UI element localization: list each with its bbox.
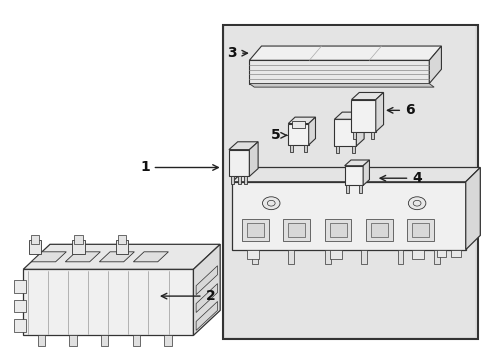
Bar	[324, 219, 351, 241]
Bar	[38, 336, 45, 346]
Polygon shape	[344, 160, 369, 166]
Text: 2: 2	[161, 289, 215, 303]
Polygon shape	[249, 84, 433, 87]
Circle shape	[262, 197, 280, 210]
Polygon shape	[232, 167, 479, 182]
Polygon shape	[334, 112, 364, 119]
Bar	[361, 249, 366, 264]
Bar	[69, 336, 77, 346]
Polygon shape	[133, 252, 168, 262]
Bar	[72, 240, 84, 254]
Bar	[351, 146, 354, 153]
Circle shape	[407, 197, 425, 210]
Text: 6: 6	[386, 103, 414, 117]
Polygon shape	[228, 142, 258, 150]
Bar	[407, 219, 433, 241]
Polygon shape	[228, 150, 249, 176]
Bar	[411, 223, 428, 237]
Polygon shape	[351, 100, 375, 132]
Bar	[304, 145, 306, 152]
Bar	[436, 249, 446, 257]
Polygon shape	[249, 60, 428, 84]
Polygon shape	[196, 284, 217, 312]
Polygon shape	[308, 117, 315, 145]
Polygon shape	[428, 46, 441, 84]
Bar	[132, 336, 140, 346]
Bar	[14, 300, 26, 312]
Bar	[237, 176, 240, 184]
Bar	[244, 176, 246, 184]
Polygon shape	[196, 301, 217, 330]
Bar	[335, 146, 338, 153]
Bar	[287, 249, 293, 264]
Bar	[358, 185, 361, 193]
Bar	[450, 249, 460, 257]
Text: 4: 4	[379, 171, 421, 185]
Bar	[29, 240, 41, 254]
Bar	[246, 223, 264, 237]
Bar	[283, 219, 309, 241]
Polygon shape	[375, 93, 383, 132]
Bar	[287, 223, 305, 237]
Bar	[433, 249, 439, 264]
Bar	[116, 240, 128, 254]
Bar	[291, 121, 304, 128]
Polygon shape	[23, 269, 193, 336]
Text: 5: 5	[271, 129, 286, 142]
Bar	[246, 249, 259, 258]
Polygon shape	[344, 166, 363, 185]
Bar	[118, 235, 126, 244]
Bar	[397, 249, 403, 264]
Polygon shape	[193, 244, 220, 336]
Bar	[164, 336, 171, 346]
Bar	[30, 235, 39, 244]
Bar	[366, 219, 392, 241]
Bar	[74, 235, 82, 244]
Bar	[329, 223, 346, 237]
Bar	[222, 24, 477, 339]
Bar	[346, 185, 348, 193]
Polygon shape	[287, 123, 308, 145]
Bar	[352, 132, 355, 139]
Text: 1: 1	[140, 161, 218, 175]
Bar	[242, 219, 268, 241]
Polygon shape	[351, 93, 383, 100]
Polygon shape	[23, 244, 220, 269]
Bar	[251, 249, 257, 264]
Bar	[14, 319, 26, 332]
Bar	[371, 132, 373, 139]
Polygon shape	[249, 46, 441, 60]
Bar	[224, 26, 474, 337]
Polygon shape	[31, 252, 66, 262]
Bar	[14, 280, 26, 293]
Polygon shape	[99, 252, 134, 262]
Polygon shape	[249, 142, 258, 176]
Bar	[370, 223, 387, 237]
Bar	[101, 336, 108, 346]
Polygon shape	[287, 117, 315, 123]
Polygon shape	[465, 167, 479, 249]
Polygon shape	[232, 182, 465, 249]
Polygon shape	[196, 266, 217, 295]
Polygon shape	[363, 160, 369, 185]
Polygon shape	[65, 252, 100, 262]
Polygon shape	[334, 119, 356, 146]
Text: 3: 3	[227, 46, 247, 60]
Bar	[324, 249, 330, 264]
Bar	[289, 145, 292, 152]
Polygon shape	[356, 112, 364, 146]
Bar	[231, 176, 234, 184]
Bar	[329, 249, 341, 258]
Bar	[411, 249, 424, 258]
